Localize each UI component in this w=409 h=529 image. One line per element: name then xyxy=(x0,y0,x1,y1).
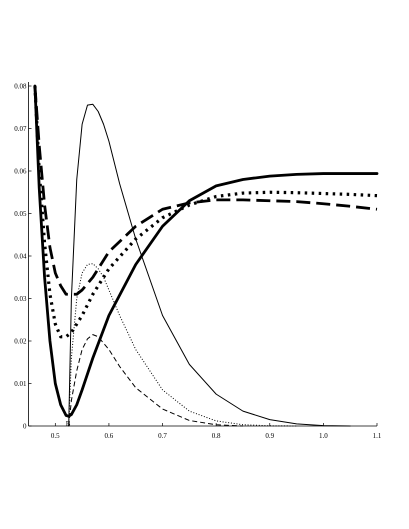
y-tick-label: 0.05 xyxy=(14,210,27,218)
x-tick-label: 0.7 xyxy=(158,432,167,440)
x-tick-label: 0.8 xyxy=(212,432,221,440)
y-tick-label: 0.06 xyxy=(14,168,27,176)
x-tick-label: 1.1 xyxy=(373,432,382,440)
x-tick-label: 1.0 xyxy=(319,432,328,440)
y-tick-label: 0.02 xyxy=(14,338,27,346)
y-tick-label: 0.03 xyxy=(14,295,27,303)
y-tick-label: 0.01 xyxy=(14,380,27,388)
y-tick-label: 0.08 xyxy=(14,83,27,91)
series-line-thick-dotted xyxy=(33,85,378,339)
x-tick-label: 0.5 xyxy=(51,432,60,440)
series-line-thin-dotted xyxy=(68,263,297,427)
x-tick-label: 0.6 xyxy=(105,432,114,440)
series-line-thin-solid xyxy=(68,103,351,427)
x-tick-labels: 0.5 0.6 0.7 0.8 0.9 1.0 1.1 xyxy=(51,432,382,440)
y-tick-label: 0.07 xyxy=(14,125,27,133)
series-line-thick-solid xyxy=(33,84,379,418)
y-tick-label: 0 xyxy=(23,423,27,431)
series-line-thick-long-dash xyxy=(33,85,378,296)
y-tick-labels: 0 0.01 0.02 0.03 0.04 0.05 0.06 0.07 0.08 xyxy=(14,83,27,431)
annotation-b: B xyxy=(66,420,71,428)
series-group xyxy=(33,84,379,427)
x-tick-label: 0.9 xyxy=(265,432,274,440)
y-tick-label: 0.04 xyxy=(14,253,27,261)
series-line-thin-dashed xyxy=(68,334,243,427)
